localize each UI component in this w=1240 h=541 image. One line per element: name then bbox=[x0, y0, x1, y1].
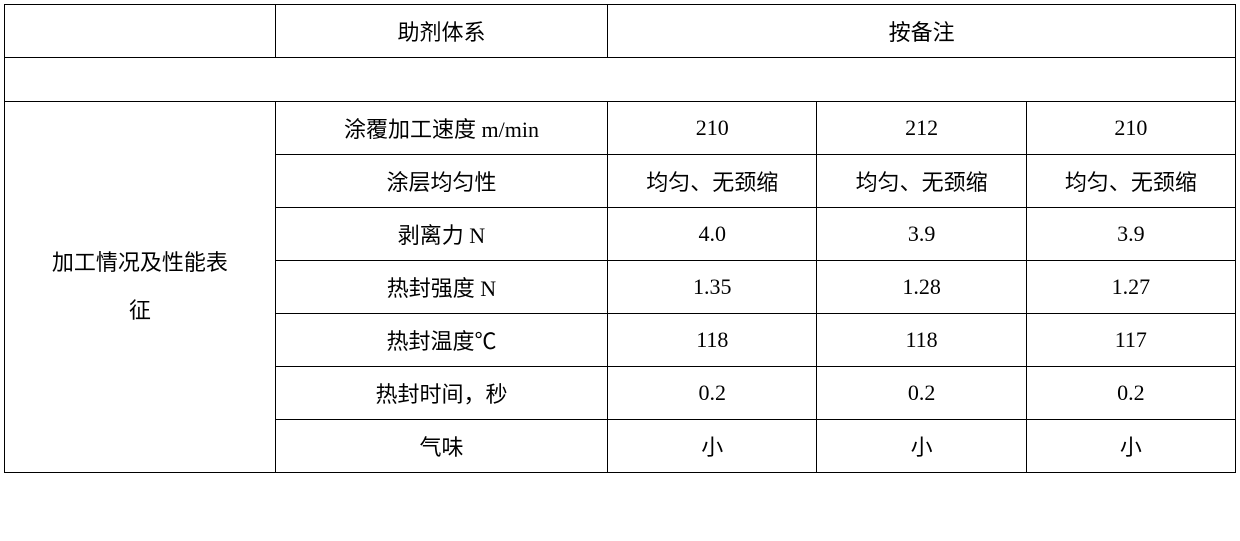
row-value: 均匀、无颈缩 bbox=[608, 155, 817, 208]
row-label: 剥离力 N bbox=[275, 208, 607, 261]
row-value: 0.2 bbox=[817, 367, 1026, 420]
row-value: 0.2 bbox=[1026, 367, 1235, 420]
row-label: 热封时间，秒 bbox=[275, 367, 607, 420]
row-value: 均匀、无颈缩 bbox=[1026, 155, 1235, 208]
row-value: 1.27 bbox=[1026, 261, 1235, 314]
row-label: 涂覆加工速度 m/min bbox=[275, 102, 607, 155]
row-value: 0.2 bbox=[608, 367, 817, 420]
row-value: 3.9 bbox=[1026, 208, 1235, 261]
row-value: 均匀、无颈缩 bbox=[817, 155, 1026, 208]
row-value: 117 bbox=[1026, 314, 1235, 367]
data-table: 助剂体系 按备注 加工情况及性能表 征 涂覆加工速度 m/min 210 212… bbox=[4, 4, 1236, 473]
header-additive-system: 助剂体系 bbox=[275, 5, 607, 58]
row-value: 212 bbox=[817, 102, 1026, 155]
section-label-line2: 征 bbox=[129, 298, 151, 323]
row-value: 118 bbox=[608, 314, 817, 367]
row-value: 小 bbox=[817, 420, 1026, 473]
section-label-line1: 加工情况及性能表 bbox=[52, 250, 228, 275]
row-label: 热封温度℃ bbox=[275, 314, 607, 367]
row-value: 210 bbox=[608, 102, 817, 155]
row-value: 1.28 bbox=[817, 261, 1026, 314]
row-label: 涂层均匀性 bbox=[275, 155, 607, 208]
row-label: 气味 bbox=[275, 420, 607, 473]
spacer-cell bbox=[5, 58, 1236, 102]
header-per-remark: 按备注 bbox=[608, 5, 1236, 58]
header-blank bbox=[5, 5, 276, 58]
row-label: 热封强度 N bbox=[275, 261, 607, 314]
row-value: 4.0 bbox=[608, 208, 817, 261]
row-value: 1.35 bbox=[608, 261, 817, 314]
row-value: 小 bbox=[608, 420, 817, 473]
row-value: 210 bbox=[1026, 102, 1235, 155]
row-value: 3.9 bbox=[817, 208, 1026, 261]
row-value: 118 bbox=[817, 314, 1026, 367]
header-row: 助剂体系 按备注 bbox=[5, 5, 1236, 58]
spacer-row bbox=[5, 58, 1236, 102]
table-row: 加工情况及性能表 征 涂覆加工速度 m/min 210 212 210 bbox=[5, 102, 1236, 155]
row-value: 小 bbox=[1026, 420, 1235, 473]
section-label: 加工情况及性能表 征 bbox=[5, 102, 276, 473]
